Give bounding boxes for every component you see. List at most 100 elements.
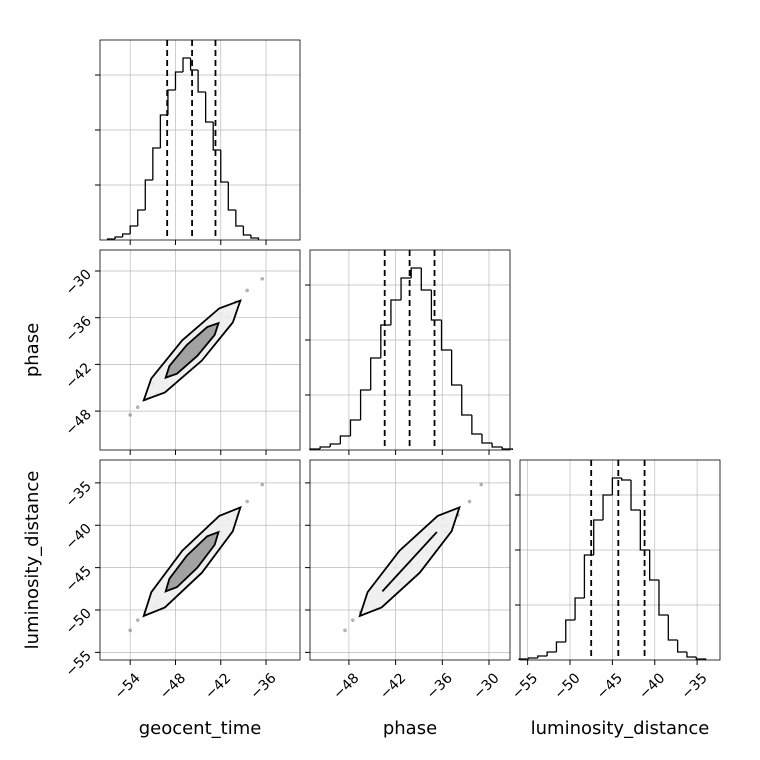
histogram-bin — [129, 225, 138, 234]
sample-point — [128, 628, 132, 633]
histogram-bin — [602, 494, 613, 520]
contour — [164, 530, 220, 593]
x-axis-label: luminosity_distance — [531, 718, 710, 739]
y-axis-label: phase — [22, 323, 43, 377]
panel-frame — [519, 459, 721, 661]
histogram-bin — [546, 651, 557, 656]
histogram-bin — [144, 179, 153, 210]
histogram-bin — [390, 299, 402, 325]
y-tick-label: −40 — [63, 521, 95, 553]
panel-frame — [99, 39, 301, 241]
x-tick-label: −35 — [679, 670, 711, 702]
histogram-bin — [339, 435, 351, 444]
histogram-bin — [611, 477, 622, 495]
histogram-bin — [430, 290, 442, 321]
histogram-bin — [518, 658, 529, 660]
y-tick-label: −45 — [63, 563, 95, 595]
sample-point — [260, 482, 265, 487]
y-tick-label: −35 — [63, 478, 95, 510]
y-tick-label: −30 — [63, 267, 95, 299]
x-tick-label: −42 — [377, 670, 409, 702]
histogram-bin — [319, 446, 331, 449]
histogram-bin — [501, 447, 513, 450]
sample-point — [135, 405, 140, 409]
histogram-bin — [152, 147, 161, 180]
histogram-bin — [527, 657, 538, 659]
histogram-bin — [491, 443, 503, 448]
histogram-bin — [212, 122, 221, 151]
y-tick-label: −55 — [63, 648, 95, 680]
histogram-bin — [205, 92, 214, 123]
histogram-bin — [189, 58, 199, 71]
y-axis-label: luminosity_distance — [22, 471, 43, 650]
x-tick-label: −48 — [157, 670, 189, 702]
histogram-bin — [227, 182, 236, 211]
histogram-bin — [250, 235, 260, 240]
sample-point — [351, 618, 355, 622]
histogram-bin — [220, 150, 229, 183]
x-tick-label: −42 — [202, 670, 234, 702]
histogram-bin — [695, 657, 707, 660]
panel-frame — [99, 249, 301, 451]
histogram-bin — [621, 478, 632, 481]
x-tick-label: −45 — [594, 670, 626, 702]
sample-point — [260, 276, 265, 281]
sample-point — [245, 499, 249, 504]
histogram-bin — [667, 615, 678, 641]
histogram-bin — [159, 114, 168, 148]
contour — [164, 321, 220, 380]
histogram-bin — [537, 655, 548, 658]
y-tick-label: −36 — [63, 313, 95, 345]
sample-point — [467, 499, 472, 504]
histogram-bin — [649, 550, 659, 581]
histogram-bin — [461, 385, 472, 416]
histogram-bin — [197, 70, 206, 93]
y-tick-label: −42 — [63, 360, 95, 392]
x-tick-label: −55 — [509, 670, 541, 702]
x-tick-label: −48 — [330, 670, 362, 702]
panel-frame — [309, 459, 511, 661]
histogram-bin — [121, 233, 131, 237]
histogram-bin — [420, 268, 432, 291]
histogram-bin — [574, 597, 585, 620]
sample-point — [245, 288, 249, 293]
histogram-bin — [380, 324, 391, 358]
histogram-bin — [565, 619, 576, 642]
histogram-bin — [555, 641, 566, 652]
sample-point — [128, 413, 132, 417]
panel-frame — [99, 459, 301, 661]
histogram-bin — [583, 554, 594, 598]
x-tick-label: −30 — [470, 670, 502, 702]
y-tick-label: −48 — [63, 407, 95, 439]
histogram-bin — [182, 57, 191, 72]
histogram-bin — [400, 277, 412, 300]
histogram-bin — [349, 419, 361, 436]
x-tick-label: −54 — [112, 670, 144, 702]
histogram-bin — [686, 652, 697, 658]
histogram-bin — [114, 236, 123, 239]
x-tick-label: −40 — [636, 670, 668, 702]
histogram-bin — [137, 209, 146, 226]
histogram-bin — [676, 640, 687, 653]
sample-point — [135, 618, 140, 622]
histogram-bin — [410, 267, 422, 278]
histogram-bin — [174, 71, 184, 90]
histogram-bin — [167, 89, 176, 115]
histogram-bin — [481, 434, 493, 444]
histogram-bin — [658, 580, 669, 616]
sample-point — [343, 628, 347, 633]
histogram-bin — [471, 415, 482, 435]
histogram-bin — [630, 480, 641, 511]
histogram-bin — [242, 226, 251, 236]
histogram-bin — [450, 350, 462, 386]
y-tick-label: −50 — [63, 606, 95, 638]
histogram-bin — [593, 519, 604, 555]
histogram-bin — [370, 357, 381, 390]
x-tick-label: −36 — [424, 670, 456, 702]
histogram-bin — [329, 443, 341, 447]
x-tick-label: −36 — [247, 670, 279, 702]
histogram-bin — [440, 320, 452, 351]
panel-frame — [309, 249, 511, 451]
x-axis-label: phase — [383, 718, 437, 739]
